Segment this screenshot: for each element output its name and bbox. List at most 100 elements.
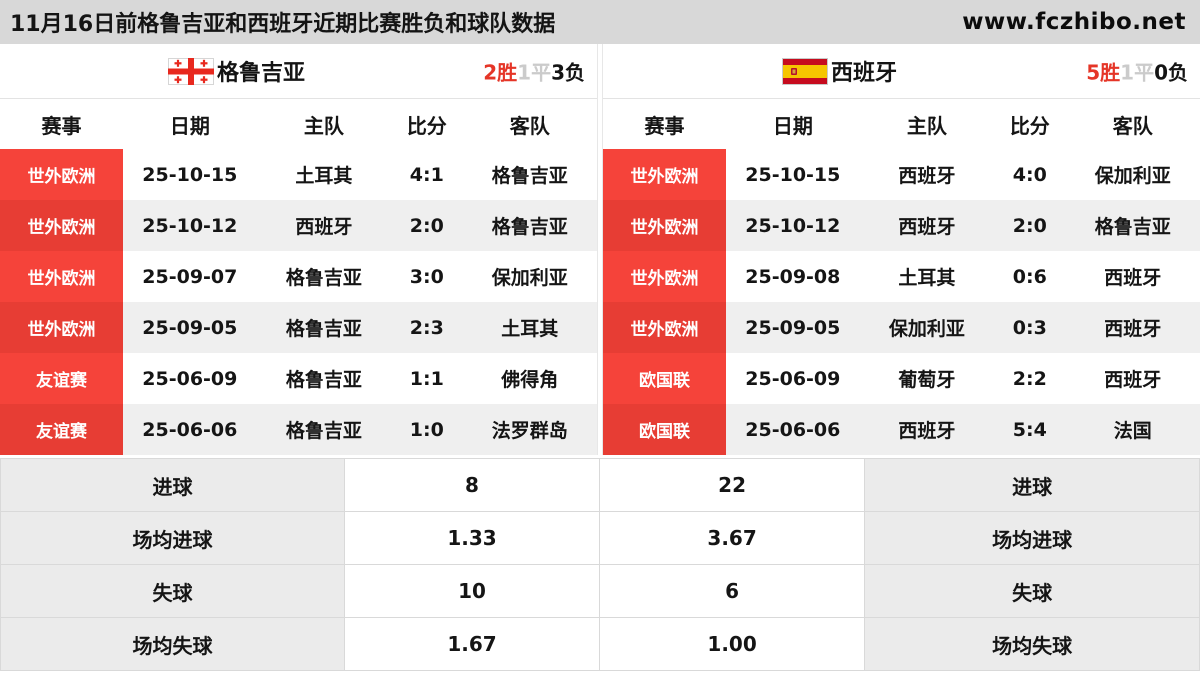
away-team: 土耳其 [501,318,559,340]
col-home: 主队 [303,113,344,138]
match-score: 2:0 [409,214,444,237]
league-badge: 世外欧洲 [0,302,123,353]
match-date: 25-09-08 [745,265,841,288]
spain-header: 西班牙 5胜1平0负 [603,44,1200,99]
georgia-losses: 3负 [551,60,585,85]
col-score: 比分 [1009,113,1050,138]
team-panel-spain: 西班牙 5胜1平0负 赛事 日期 主队 比分 客队 世外欧洲 25-10-15 … [603,44,1200,455]
spain-draws: 1平 [1120,60,1155,85]
away-team: 格鲁吉亚 [1094,216,1171,238]
spain-goals-value: 22 [600,459,866,512]
match-score: 5:4 [1012,418,1047,441]
georgia-conceded-value: 10 [345,565,600,618]
away-team: 西班牙 [1104,318,1162,340]
team-panel-georgia: 格鲁吉亚 2胜1平3负 赛事 日期 主队 比分 客队 世外欧洲 25-10-15… [0,44,597,455]
match-score: 3:0 [409,265,444,288]
spain-gpg-label: 场均进球 [865,512,1200,565]
home-team: 保加利亚 [888,318,965,340]
spain-cpg-label: 场均失球 [865,618,1200,671]
match-score: 0:3 [1012,316,1047,339]
col-away: 客队 [509,113,550,138]
georgia-draws: 1平 [517,60,552,85]
stats-row-conceded: 失球 10 6 失球 [0,565,1200,618]
home-team: 格鲁吉亚 [285,318,362,340]
away-team: 西班牙 [1104,267,1162,289]
georgia-team-name: 格鲁吉亚 [216,61,305,86]
league-badge: 世外欧洲 [0,251,123,302]
spain-conceded-value: 6 [600,565,866,618]
spain-flag-icon [781,57,828,85]
league-badge: 欧国联 [603,353,726,404]
league-badge: 世外欧洲 [603,302,726,353]
spain-goals-label: 进球 [865,459,1200,512]
match-date: 25-10-15 [745,163,841,186]
match-date: 25-10-15 [142,163,238,186]
match-date: 25-06-06 [745,418,841,441]
col-league: 赛事 [644,113,685,138]
match-date: 25-06-09 [745,367,841,390]
georgia-identity: 格鲁吉亚 [167,55,305,87]
georgia-flag-icon [167,57,214,85]
col-date: 日期 [169,113,210,138]
away-team: 格鲁吉亚 [491,165,568,187]
home-team: 土耳其 [295,165,353,187]
georgia-cpg-label: 场均失球 [0,618,345,671]
col-date: 日期 [772,113,813,138]
league-badge: 友谊赛 [0,353,123,404]
match-score: 4:0 [1012,163,1047,186]
georgia-wins: 2胜 [483,60,518,85]
league-badge: 世外欧洲 [603,200,726,251]
georgia-table-header: 赛事 日期 主队 比分 客队 [0,99,597,149]
spain-cpg-value: 1.00 [600,618,866,671]
match-date: 25-10-12 [745,214,841,237]
home-team: 土耳其 [898,267,956,289]
spain-record: 5胜1平0负 [1086,57,1188,86]
titlebar: 11月16日前格鲁吉亚和西班牙近期比赛胜负和球队数据 www.fczhibo.n… [0,0,1200,44]
away-team: 保加利亚 [1094,165,1171,187]
col-home: 主队 [906,113,947,138]
table-row: 世外欧洲 25-10-12 西班牙 2:0 格鲁吉亚 [0,200,597,251]
stats-row-goals: 进球 8 22 进球 [0,459,1200,512]
away-team: 法罗群岛 [491,420,568,442]
georgia-header: 格鲁吉亚 2胜1平3负 [0,44,597,99]
home-team: 西班牙 [898,420,956,442]
georgia-gpg-value: 1.33 [345,512,600,565]
match-score: 4:1 [409,163,444,186]
spain-conceded-label: 失球 [865,565,1200,618]
match-score: 0:6 [1012,265,1047,288]
table-row: 世外欧洲 25-09-05 保加利亚 0:3 西班牙 [603,302,1200,353]
spain-team-name: 西班牙 [830,61,897,86]
match-date: 25-10-12 [142,214,238,237]
league-badge: 世外欧洲 [603,149,726,200]
col-league: 赛事 [41,113,82,138]
georgia-gpg-label: 场均进球 [0,512,345,565]
league-badge: 世外欧洲 [603,251,726,302]
home-team: 西班牙 [898,165,956,187]
col-score: 比分 [406,113,447,138]
spain-identity: 西班牙 [781,55,897,87]
stats-row-goals-per-game: 场均进球 1.33 3.67 场均进球 [0,512,1200,565]
table-row: 世外欧洲 25-10-15 西班牙 4:0 保加利亚 [603,149,1200,200]
away-team: 格鲁吉亚 [491,216,568,238]
website-link[interactable]: www.fczhibo.net [962,9,1186,35]
match-score: 1:1 [409,367,444,390]
table-row: 世外欧洲 25-10-12 西班牙 2:0 格鲁吉亚 [603,200,1200,251]
match-score: 2:0 [1012,214,1047,237]
georgia-goals-label: 进球 [0,459,345,512]
col-away: 客队 [1112,113,1153,138]
stats-table: 进球 8 22 进球 场均进球 1.33 3.67 场均进球 失球 10 6 失… [0,458,1200,671]
home-team: 格鲁吉亚 [285,267,362,289]
match-score: 2:2 [1012,367,1047,390]
spain-table-header: 赛事 日期 主队 比分 客队 [603,99,1200,149]
league-badge: 友谊赛 [0,404,123,455]
table-row: 世外欧洲 25-09-05 格鲁吉亚 2:3 土耳其 [0,302,597,353]
teams-comparison: 格鲁吉亚 2胜1平3负 赛事 日期 主队 比分 客队 世外欧洲 25-10-15… [0,44,1200,455]
georgia-match-rows: 世外欧洲 25-10-15 土耳其 4:1 格鲁吉亚 世外欧洲 25-10-12… [0,149,597,455]
georgia-cpg-value: 1.67 [345,618,600,671]
spain-losses: 0负 [1154,60,1188,85]
match-score: 2:3 [409,316,444,339]
table-row: 友谊赛 25-06-09 格鲁吉亚 1:1 佛得角 [0,353,597,404]
table-row: 欧国联 25-06-09 葡萄牙 2:2 西班牙 [603,353,1200,404]
spain-gpg-value: 3.67 [600,512,866,565]
